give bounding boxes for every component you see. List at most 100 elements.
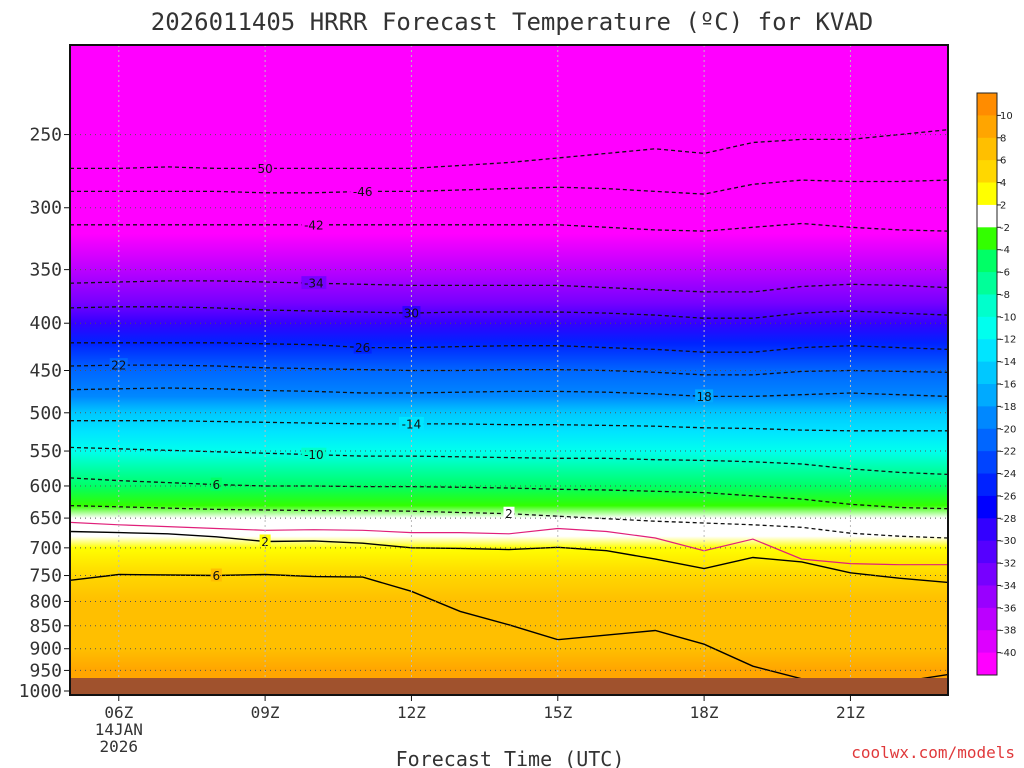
contour-label-background bbox=[402, 306, 421, 320]
contour-line bbox=[70, 530, 948, 584]
pressure-tick-label: 450 bbox=[29, 360, 62, 381]
colorbar-label: 6 bbox=[1000, 156, 1006, 167]
colorbar-swatch bbox=[977, 227, 997, 251]
colorbar-label: -36 bbox=[1000, 603, 1016, 614]
colorbar-swatch bbox=[977, 630, 997, 654]
contour-label-background bbox=[301, 276, 327, 290]
colorbar-swatch bbox=[977, 563, 997, 586]
colorbar-label: -22 bbox=[1000, 447, 1016, 458]
time-tick-label: 18Z bbox=[690, 703, 719, 722]
contour-label-background bbox=[350, 184, 376, 198]
colorbar-swatch bbox=[977, 137, 997, 161]
contour-label-background bbox=[353, 340, 372, 354]
contour-line bbox=[70, 420, 948, 432]
contour-line bbox=[70, 521, 948, 566]
source-credit: coolwx.com/models bbox=[851, 743, 1015, 762]
contour-label-background bbox=[210, 477, 222, 491]
contour-label: 6 bbox=[213, 478, 221, 492]
pressure-tick-label: 400 bbox=[29, 313, 62, 334]
colorbar-label: 10 bbox=[1000, 111, 1013, 122]
contour-label-background bbox=[301, 217, 327, 231]
colorbar-swatch bbox=[977, 204, 997, 228]
pressure-axis: 2503003504004505005506006507007508008509… bbox=[19, 125, 70, 702]
contour-label: -42 bbox=[304, 218, 324, 232]
pressure-tick-label: 1000 bbox=[19, 681, 62, 702]
colorbar-swatch bbox=[977, 495, 997, 519]
colorbar-label: -18 bbox=[1000, 402, 1016, 413]
contour-label: -46 bbox=[353, 185, 373, 199]
colorbar-label: -26 bbox=[1000, 491, 1016, 502]
contour-line bbox=[70, 387, 948, 398]
colorbar-label: -16 bbox=[1000, 380, 1016, 391]
pressure-tick-label: 950 bbox=[29, 660, 62, 681]
time-tick-label: 21Z bbox=[836, 703, 865, 722]
pressure-tick-label: 700 bbox=[29, 538, 62, 559]
contour-label-background bbox=[503, 506, 515, 520]
temperature-fill bbox=[70, 45, 948, 695]
colorbar-swatch bbox=[977, 272, 997, 295]
colorbar-swatch bbox=[977, 182, 997, 206]
contour-label-background bbox=[210, 568, 222, 582]
pressure-tick-label: 350 bbox=[29, 260, 62, 281]
contour-label-background bbox=[256, 161, 275, 175]
time-tick-label: 06Z bbox=[104, 703, 133, 722]
x-axis-label: Forecast Time (UTC) bbox=[396, 747, 625, 768]
contour-label-background bbox=[109, 358, 128, 372]
colorbar-swatch bbox=[977, 607, 997, 631]
colorbar-label: -4 bbox=[1000, 245, 1010, 256]
contour-line bbox=[70, 446, 948, 476]
colorbar-legend: 10 8 6 4 2 -2 -4 -6 -8 -10 -12 -14 -16 -18 -20 -22 -24 -2… bbox=[976, 92, 1016, 676]
colorbar-label: -30 bbox=[1000, 536, 1016, 547]
pressure-tick-label: 900 bbox=[29, 639, 62, 660]
contour-label: 6 bbox=[213, 569, 221, 583]
colorbar-label: -8 bbox=[1000, 290, 1010, 301]
colorbar-swatch bbox=[977, 518, 997, 542]
pressure-tick-label: 300 bbox=[29, 198, 62, 219]
contour-label: 2 bbox=[505, 507, 513, 521]
colorbar-swatch bbox=[977, 473, 997, 497]
colorbar-swatch bbox=[977, 540, 997, 564]
contour-label: 50 bbox=[257, 162, 272, 176]
pressure-tick-label: 850 bbox=[29, 616, 62, 637]
colorbar-label: 4 bbox=[1000, 178, 1006, 189]
contour-label: 26 bbox=[355, 341, 370, 355]
colorbar-swatch bbox=[977, 160, 997, 184]
colorbar-label: -12 bbox=[1000, 335, 1016, 346]
colorbar-swatch bbox=[977, 249, 997, 273]
colorbar-swatch bbox=[977, 406, 997, 430]
pressure-tick-label: 250 bbox=[29, 125, 62, 146]
pressure-tick-label: 650 bbox=[29, 508, 62, 529]
colorbar-label: -20 bbox=[1000, 424, 1016, 435]
colorbar-label: 8 bbox=[1000, 133, 1006, 144]
pressure-tick-label: 550 bbox=[29, 441, 62, 462]
colorbar-label: -2 bbox=[1000, 223, 1010, 234]
time-tick-label: 09Z bbox=[251, 703, 280, 722]
colorbar-label: -10 bbox=[1000, 312, 1016, 323]
contour-label: -14 bbox=[402, 417, 422, 431]
pressure-tick-label: 500 bbox=[29, 403, 62, 424]
colorbar-swatch bbox=[977, 585, 997, 609]
time-tick-label: 14JAN bbox=[95, 720, 143, 739]
contour-label: -34 bbox=[304, 277, 324, 291]
pressure-tick-label: 750 bbox=[29, 566, 62, 587]
colorbar-swatch bbox=[977, 428, 997, 452]
gridlines bbox=[70, 45, 948, 695]
colorbar-swatch bbox=[977, 451, 997, 475]
contour-label: -10 bbox=[304, 448, 324, 462]
colorbar-label: -40 bbox=[1000, 648, 1016, 659]
colorbar-label: -14 bbox=[1000, 357, 1016, 368]
time-tick-label: 15Z bbox=[543, 703, 572, 722]
chart-title: 2026011405 HRRR Forecast Temperature (ºC… bbox=[151, 8, 873, 36]
colorbar-label: -6 bbox=[1000, 268, 1010, 279]
pressure-tick-label: 800 bbox=[29, 591, 62, 612]
colorbar-swatch bbox=[977, 339, 997, 363]
colorbar-swatch bbox=[977, 294, 997, 318]
colorbar-label: -32 bbox=[1000, 559, 1016, 570]
contour-label-background bbox=[398, 416, 424, 430]
time-tick-label: 12Z bbox=[397, 703, 426, 722]
time-tick-label: 2026 bbox=[100, 737, 139, 756]
colorbar-label: -38 bbox=[1000, 626, 1016, 637]
